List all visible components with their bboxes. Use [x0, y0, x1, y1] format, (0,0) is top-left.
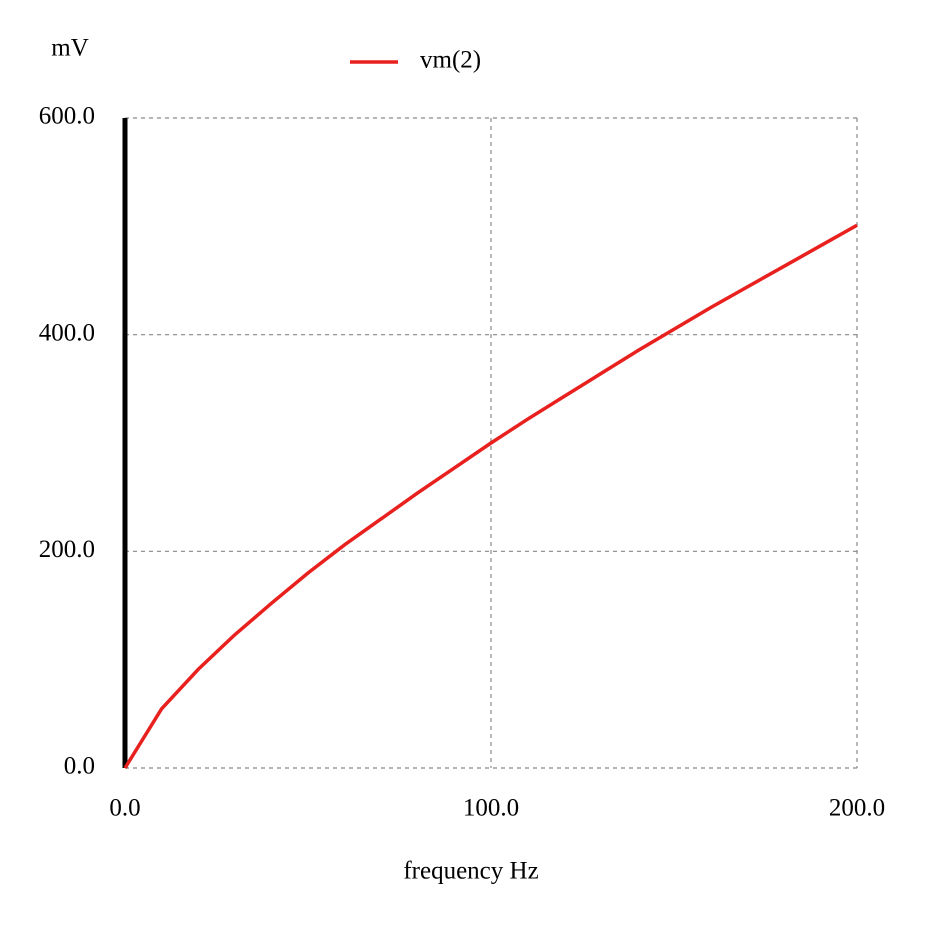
x-tick-label: 100.0 [463, 795, 519, 822]
y-axis-label: mV [51, 35, 89, 62]
y-tick-label: 600.0 [39, 103, 95, 130]
x-tick-label: 0.0 [109, 795, 140, 822]
y-tick-label: 400.0 [39, 319, 95, 346]
x-tick-label: 200.0 [829, 795, 885, 822]
y-tick-label: 200.0 [39, 536, 95, 563]
x-axis-label: frequency Hz [403, 858, 538, 885]
legend-label: vm(2) [420, 47, 481, 74]
series-line [123, 223, 858, 769]
y-tick-label: 0.0 [64, 753, 95, 780]
